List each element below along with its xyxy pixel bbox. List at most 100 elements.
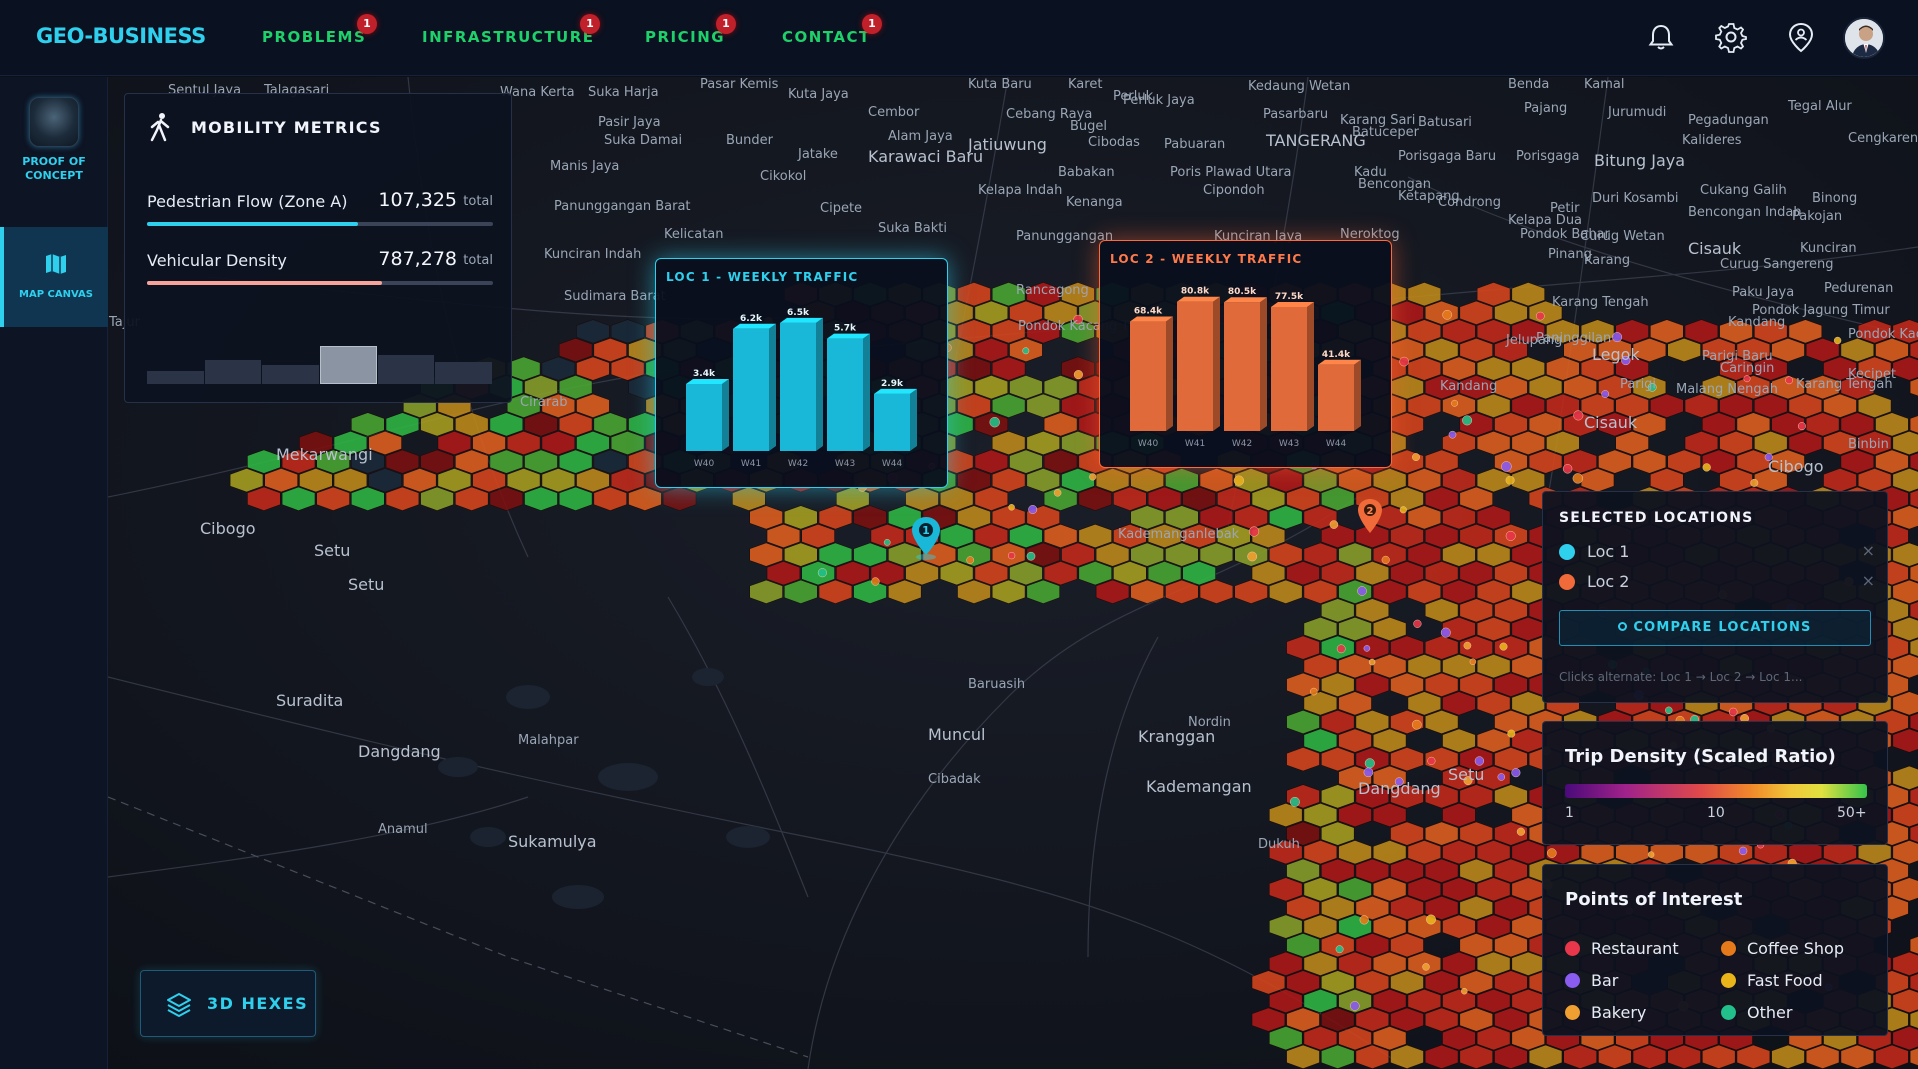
poi-marker[interactable] (1359, 915, 1369, 925)
poi-marker[interactable] (1363, 645, 1371, 652)
map-place-label: Setu (1448, 765, 1485, 784)
poi-marker[interactable] (1442, 309, 1453, 320)
poi-marker[interactable] (1463, 641, 1472, 650)
poi-marker[interactable] (1289, 796, 1300, 807)
poi-marker[interactable] (1309, 687, 1318, 696)
poi-marker[interactable] (1621, 355, 1631, 366)
poi-marker[interactable] (1073, 314, 1083, 325)
poi-marker[interactable] (871, 577, 880, 586)
proof-of-concept-link[interactable]: PROOF OF CONCEPT (0, 97, 108, 183)
poi-marker[interactable] (1505, 530, 1516, 541)
poi-marker[interactable] (1412, 453, 1420, 462)
poi-marker[interactable] (1329, 520, 1339, 529)
poi-marker[interactable] (1411, 719, 1422, 730)
poi-marker[interactable] (1474, 756, 1485, 766)
brand-logo[interactable]: GEO-BUSINESS (36, 24, 206, 48)
poi-marker[interactable] (1461, 987, 1468, 995)
poi-marker[interactable] (1497, 773, 1506, 781)
poi-marker[interactable] (1572, 473, 1583, 484)
sidebar-item-map-canvas[interactable]: MAP CANVAS (0, 227, 108, 327)
poi-marker[interactable] (1601, 390, 1610, 398)
poi-marker[interactable] (1394, 777, 1404, 787)
poi-marker[interactable] (1647, 382, 1657, 392)
poi-marker[interactable] (1546, 848, 1557, 858)
poi-marker[interactable] (1335, 945, 1344, 954)
poi-marker[interactable] (1233, 475, 1245, 486)
poi-marker[interactable] (989, 416, 1000, 428)
density-hex (1407, 393, 1442, 418)
poi-marker[interactable] (1511, 768, 1521, 778)
poi-marker[interactable] (1422, 963, 1430, 971)
poi-marker[interactable] (1363, 767, 1374, 778)
poi-marker[interactable] (1426, 914, 1436, 925)
poi-marker[interactable] (1738, 846, 1748, 856)
poi-marker[interactable] (1440, 627, 1451, 638)
poi-marker[interactable] (1833, 336, 1842, 345)
poi-marker[interactable] (1249, 526, 1260, 537)
remove-location-icon[interactable]: × (1861, 571, 1875, 590)
poi-marker[interactable] (1349, 1001, 1360, 1011)
poi-marker[interactable] (1562, 464, 1573, 474)
poi-marker[interactable] (1368, 658, 1376, 666)
gear-icon[interactable] (1714, 20, 1748, 54)
poi-marker[interactable] (1028, 505, 1038, 514)
poi-marker[interactable] (1008, 504, 1015, 511)
location-user-icon[interactable] (1784, 20, 1818, 54)
poi-marker[interactable] (883, 539, 891, 546)
poi-marker[interactable] (1647, 851, 1655, 858)
poi-marker[interactable] (1399, 356, 1409, 367)
nav-contact[interactable]: CONTACT (782, 28, 871, 46)
poi-marker[interactable] (1535, 311, 1545, 321)
poi-marker[interactable] (1612, 332, 1623, 343)
loc1-map-pin[interactable]: 1 (909, 515, 943, 561)
compare-locations-button[interactable]: COMPARE LOCATIONS (1559, 610, 1871, 646)
poi-marker[interactable] (1462, 415, 1473, 426)
poi-marker[interactable] (1665, 706, 1673, 715)
metric-progress-fill (147, 222, 359, 226)
density-hex (1095, 468, 1130, 493)
poi-marker[interactable] (1336, 644, 1346, 654)
poi-marker[interactable] (1516, 827, 1525, 836)
poi-marker[interactable] (1399, 506, 1407, 514)
poi-marker[interactable] (1573, 410, 1584, 421)
user-avatar[interactable] (1843, 17, 1885, 59)
poi-marker[interactable] (1448, 430, 1457, 439)
poi-marker[interactable] (1007, 551, 1016, 560)
poi-marker[interactable] (1357, 586, 1367, 596)
poi-marker[interactable] (1728, 707, 1738, 717)
poi-marker[interactable] (1702, 463, 1711, 472)
poi-marker[interactable] (1073, 370, 1083, 380)
poi-marker[interactable] (1463, 776, 1473, 786)
poi-marker[interactable] (1750, 478, 1759, 487)
poi-marker[interactable] (817, 568, 827, 578)
poi-marker[interactable] (1381, 555, 1390, 564)
poi-marker[interactable] (1451, 399, 1459, 407)
poi-marker[interactable] (1507, 729, 1516, 738)
poi-marker[interactable] (1764, 453, 1773, 462)
poi-marker[interactable] (1505, 475, 1515, 485)
poi-marker[interactable] (1469, 658, 1477, 665)
poi-marker[interactable] (1247, 551, 1258, 562)
nav-infrastructure[interactable]: INFRASTRUCTURE (422, 28, 595, 46)
poi-marker[interactable] (1364, 758, 1375, 769)
poi-marker[interactable] (1743, 375, 1751, 383)
poi-marker[interactable] (1427, 756, 1436, 765)
loc2-map-pin[interactable]: 2 (1355, 497, 1385, 539)
poi-marker[interactable] (1022, 347, 1030, 355)
poi-marker[interactable] (1499, 642, 1508, 651)
3d-hexes-toggle-button[interactable]: 3D HEXES (140, 970, 316, 1037)
nav-pricing[interactable]: PRICING (645, 28, 726, 46)
poi-marker[interactable] (1089, 473, 1097, 481)
nav-problems[interactable]: PROBLEMS (262, 28, 367, 46)
poi-marker[interactable] (1501, 461, 1512, 472)
poi-marker[interactable] (1797, 422, 1806, 431)
poi-marker[interactable] (1785, 376, 1794, 385)
bell-icon[interactable] (1644, 20, 1678, 54)
remove-location-icon[interactable]: × (1861, 541, 1875, 560)
poi-marker[interactable] (966, 556, 975, 564)
selected-location-loc1[interactable]: Loc 1 × (1559, 540, 1875, 562)
selected-location-loc2[interactable]: Loc 2 × (1559, 570, 1875, 592)
poi-marker[interactable] (1026, 551, 1036, 561)
poi-marker[interactable] (1413, 619, 1422, 628)
poi-marker[interactable] (1053, 489, 1062, 497)
